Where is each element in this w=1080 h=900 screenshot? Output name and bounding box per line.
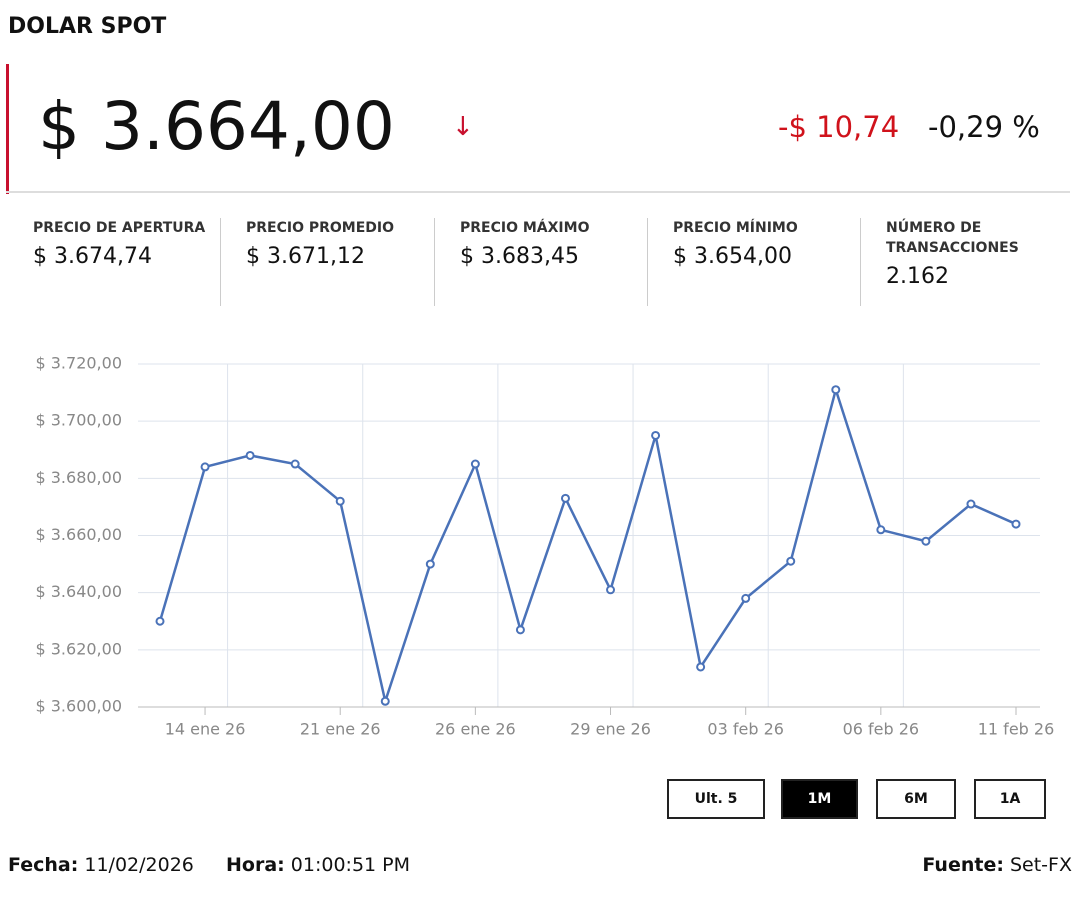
divider (6, 191, 1070, 193)
down-arrow: ↓ (452, 112, 474, 142)
source: Fuente: Set-FX (922, 854, 1072, 876)
point (290, 459, 300, 469)
price: $ 3.664,00 (38, 88, 395, 165)
range-button[interactable]: 1M (781, 779, 858, 819)
point (245, 450, 255, 460)
stat: NÚMERO DE TRANSACCIONES 2.162 (886, 218, 1076, 289)
y-tick-label: $ 3.620,00 (35, 639, 122, 658)
stat-label: PRECIO MÍNIMO (673, 220, 798, 236)
point (200, 462, 210, 472)
point (966, 499, 976, 509)
y-tick-label: $ 3.640,00 (35, 582, 122, 601)
separator (860, 218, 861, 306)
title: DOLAR SPOT (8, 14, 167, 39)
range-button[interactable]: Ult. 5 (667, 779, 765, 819)
point (425, 559, 435, 569)
source-label: Fuente: (922, 854, 1004, 876)
stat: PRECIO PROMEDIO $ 3.671,12 (246, 218, 436, 269)
y-tick-label: $ 3.680,00 (35, 468, 122, 487)
stat-label: NÚMERO DE TRANSACCIONES (886, 220, 1019, 256)
x-tick-label: 11 feb 26 (978, 720, 1055, 739)
point (651, 430, 661, 440)
accent-bar (6, 64, 9, 194)
stat-value: $ 3.671,12 (246, 244, 365, 269)
line (158, 385, 1017, 706)
stat: PRECIO MÁXIMO $ 3.683,45 (460, 218, 650, 269)
x-tick-label: 14 ene 26 (165, 720, 246, 739)
point (876, 525, 886, 535)
change-pct: -0,29 % (928, 110, 1040, 144)
point (155, 616, 165, 626)
x-tick-label: 03 feb 26 (707, 720, 784, 739)
point (515, 625, 525, 635)
point (786, 556, 796, 566)
point (470, 459, 480, 469)
source-value: Set-FX (1009, 854, 1072, 876)
time-label: Hora: (226, 854, 285, 876)
stat-value: $ 3.654,00 (673, 244, 792, 269)
x-tick-label: 26 ene 26 (435, 720, 516, 739)
time-value: 01:00:51 PM (290, 854, 411, 876)
x-tick-label: 21 ene 26 (300, 720, 381, 739)
point (741, 593, 751, 603)
y-tick-label: $ 3.600,00 (35, 697, 122, 716)
point (606, 585, 616, 595)
x-tick-label: 06 feb 26 (843, 720, 920, 739)
point (831, 385, 841, 395)
stat: PRECIO MÍNIMO $ 3.654,00 (673, 218, 863, 269)
x-tick-label: 29 ene 26 (570, 720, 651, 739)
time: Hora: 01:00:51 PM (226, 854, 410, 876)
date-label: Fecha: (8, 854, 79, 876)
y-tick-label: $ 3.720,00 (35, 354, 122, 373)
date: Fecha: 11/02/2026 (8, 854, 194, 876)
point (335, 496, 345, 506)
y-tick-label: $ 3.700,00 (35, 411, 122, 430)
point (921, 536, 931, 546)
stat-value: $ 3.683,45 (460, 244, 579, 269)
point (696, 662, 706, 672)
stat: PRECIO DE APERTURA $ 3.674,74 (33, 218, 223, 269)
separator (220, 218, 221, 306)
point (560, 493, 570, 503)
range-button[interactable]: 6M (876, 779, 956, 819)
stat-label: PRECIO MÁXIMO (460, 220, 590, 236)
point (1011, 519, 1021, 529)
point (380, 696, 390, 706)
stat-label: PRECIO DE APERTURA (33, 220, 206, 236)
stat-value: $ 3.674,74 (33, 244, 152, 269)
change: -$ 10,74 (778, 110, 900, 144)
separator (647, 218, 648, 306)
date-value: 11/02/2026 (84, 854, 194, 876)
separator (434, 218, 435, 306)
stat-label: PRECIO PROMEDIO (246, 220, 395, 236)
stat-value: 2.162 (886, 264, 949, 289)
y-tick-label: $ 3.660,00 (35, 525, 122, 544)
chart: $ 3.600,00 $ 3.620,00 $ 3.640,00 $ 3.660,00… (35, 354, 1055, 739)
range-button[interactable]: 1A (974, 779, 1046, 819)
